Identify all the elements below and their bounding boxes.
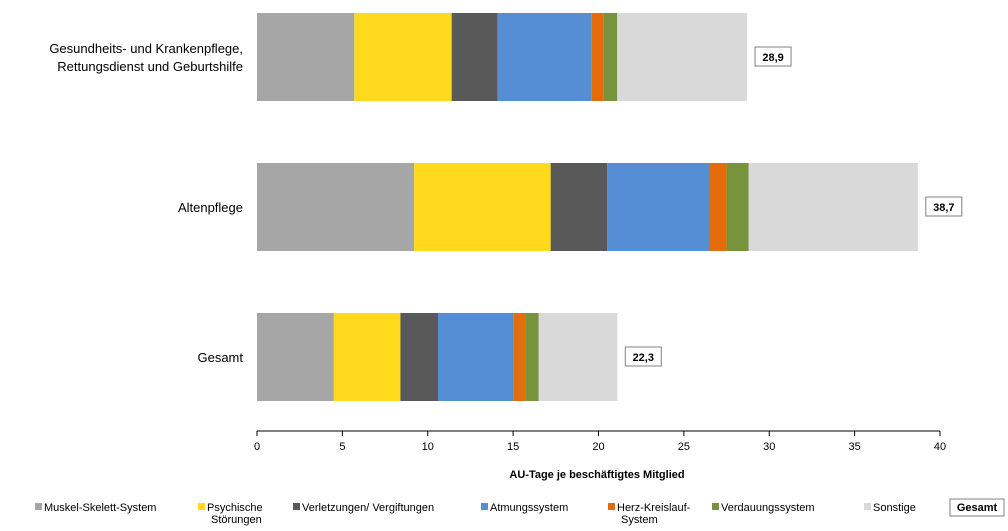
legend-swatch bbox=[864, 503, 871, 510]
legend-total-box bbox=[949, 498, 1005, 517]
bar-segment bbox=[354, 13, 452, 101]
bar-segment bbox=[709, 163, 727, 251]
total-labels: 28,9 38,7 22,3 bbox=[624, 46, 963, 367]
total-box bbox=[754, 46, 792, 67]
legend-label: Atmungssystem bbox=[490, 502, 568, 514]
legend-total-label: Gesamt bbox=[957, 502, 998, 514]
category-label: Gesundheits- und Krankenpflege, Rettungsd… bbox=[49, 41, 243, 74]
bar-segment bbox=[497, 13, 592, 101]
legend-label: Psychische Störungen bbox=[207, 502, 263, 526]
bar-segment bbox=[550, 163, 608, 251]
legend-label: Verletzungen/ Vergiftungen bbox=[302, 502, 434, 514]
legend-swatch bbox=[608, 503, 615, 510]
bar-segment bbox=[257, 313, 334, 401]
x-tick-label: 30 bbox=[763, 441, 775, 453]
x-tick-label: 0 bbox=[254, 441, 260, 453]
total-value-label: 38,7 bbox=[933, 202, 954, 214]
x-axis-title: AU-Tage je beschäftigtes Mitglied bbox=[509, 469, 684, 481]
legend-label: Herz-Kreislauf-System bbox=[617, 502, 691, 526]
legend-label: Verdauungssystem bbox=[721, 502, 815, 514]
legend-swatch bbox=[293, 503, 300, 510]
bar-segment bbox=[257, 13, 355, 101]
bar-segment bbox=[617, 13, 748, 101]
bar-segment bbox=[726, 163, 749, 251]
x-tick-label: 15 bbox=[507, 441, 519, 453]
bar-segment bbox=[591, 13, 604, 101]
legend: Muskel-Skelett-System Psychische Störungen… bbox=[35, 498, 1005, 526]
bar-segment bbox=[414, 163, 551, 251]
bars-layer bbox=[257, 13, 918, 401]
bar-segment bbox=[525, 313, 539, 401]
legend-label: Muskel-Skelett-System bbox=[44, 502, 156, 514]
category-labels: Gesundheits- und Krankenpflege, Rettungsd… bbox=[49, 41, 243, 365]
x-tick-label: 25 bbox=[678, 441, 690, 453]
bar-segment bbox=[748, 163, 918, 251]
legend-label: Sonstige bbox=[873, 502, 916, 514]
x-tick-label: 35 bbox=[849, 441, 861, 453]
bar-segment bbox=[538, 313, 618, 401]
legend-swatch bbox=[481, 503, 488, 510]
bar-segment bbox=[257, 163, 415, 251]
bar-segment bbox=[333, 313, 401, 401]
bar-segment bbox=[437, 313, 514, 401]
x-tick-label: 20 bbox=[592, 441, 604, 453]
x-tick-label: 10 bbox=[422, 441, 434, 453]
x-axis: 0 5 10 15 20 25 30 35 40 bbox=[254, 430, 946, 453]
total-value-label: 22,3 bbox=[633, 352, 654, 364]
bar-segment bbox=[513, 313, 526, 401]
total-value-label: 28,9 bbox=[762, 52, 783, 64]
total-box bbox=[925, 196, 963, 217]
bar-segment bbox=[603, 13, 618, 101]
category-label: Gesamt bbox=[197, 350, 243, 365]
x-tick-label: 5 bbox=[339, 441, 345, 453]
legend-swatch bbox=[198, 503, 205, 510]
bar-segment bbox=[400, 313, 438, 401]
total-box bbox=[624, 346, 662, 367]
legend-swatch bbox=[712, 503, 719, 510]
bar-segment bbox=[451, 13, 498, 101]
x-tick-label: 40 bbox=[934, 441, 946, 453]
category-label: Altenpflege bbox=[178, 200, 243, 215]
bar-segment bbox=[607, 163, 710, 251]
legend-swatch bbox=[35, 503, 42, 510]
